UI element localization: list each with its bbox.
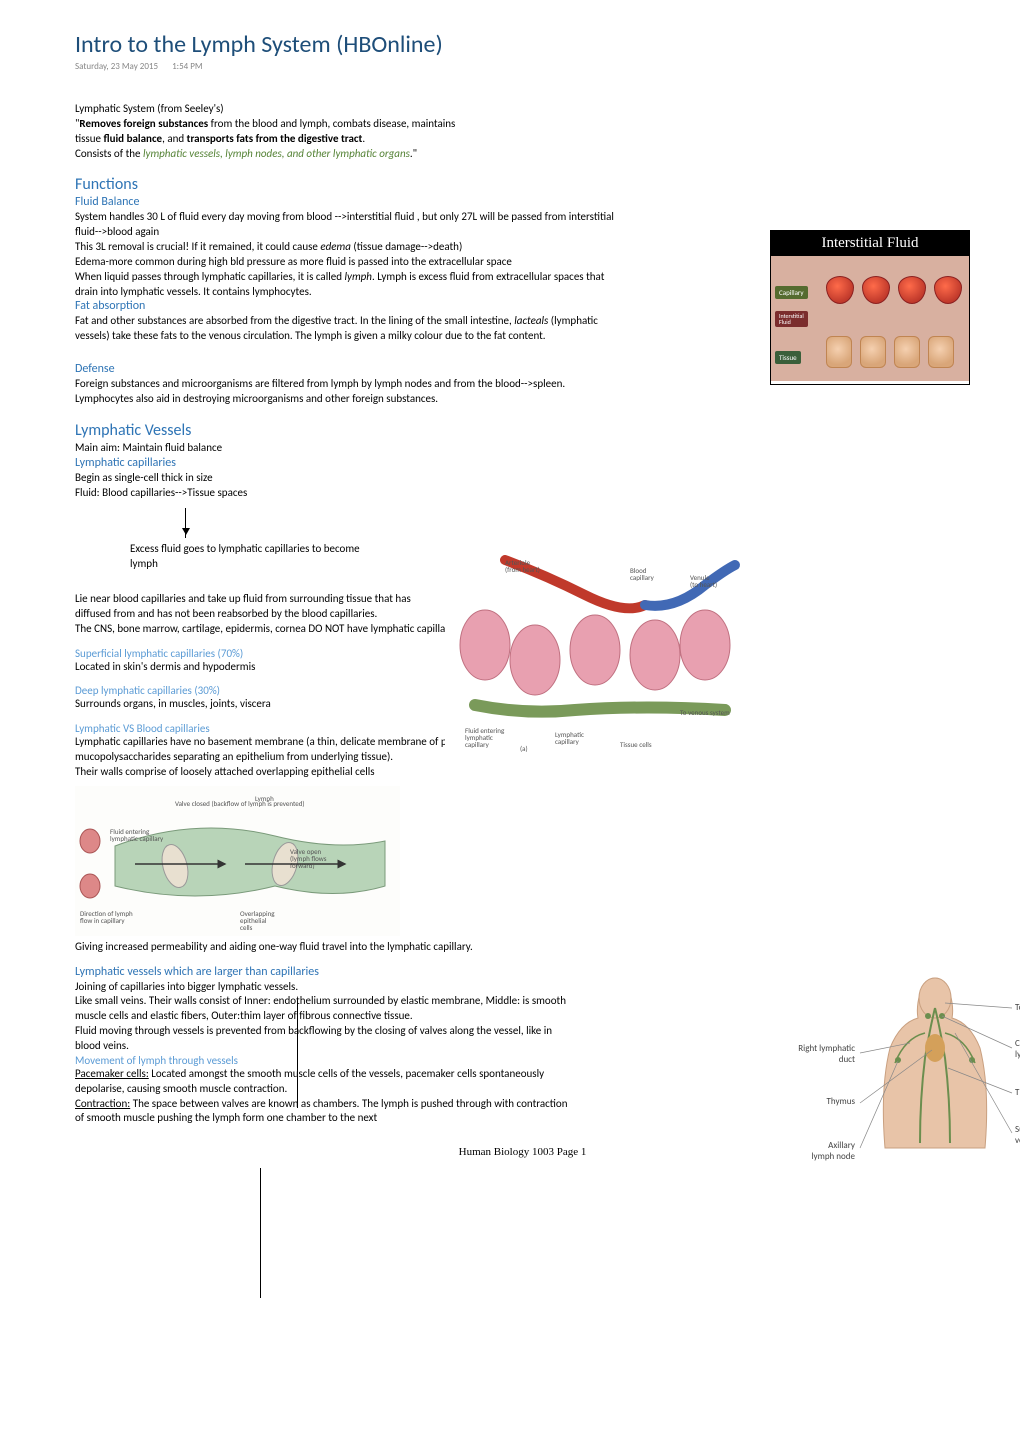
larger-heading: Lymphatic vessels which are larger than …	[75, 965, 615, 979]
svg-text:Tissue cells: Tissue cells	[620, 740, 652, 749]
movement-heading: Movement of lymph through vessels	[75, 1054, 615, 1067]
vs-p2: Their walls comprise of loosely attached…	[75, 765, 615, 780]
capillaries-p1: Begin as single-cell thick in size	[75, 471, 615, 486]
movement-p1: Pacemaker cells: Located amongst the smo…	[75, 1067, 575, 1097]
vs-p3: Giving increased permeability and aiding…	[75, 940, 515, 955]
svg-text:(to heart): (to heart)	[690, 580, 717, 589]
valve-diagram-image: Valve closed (backflow of lymph is preve…	[75, 786, 400, 936]
svg-text:To venous system: To venous system	[680, 708, 730, 717]
fluid-balance-p2: This 3L removal is crucial! If it remain…	[75, 240, 615, 255]
svg-text:forward): forward)	[290, 861, 315, 870]
intro-line3: tissue fluid balance, and transports fat…	[75, 132, 615, 147]
arrow-down-icon	[185, 508, 186, 538]
capillary-label: Capillary	[775, 286, 808, 299]
larger-p2: Like small veins. Their walls consist of…	[75, 994, 575, 1024]
capillaries-p2: Fluid: Blood capillaries-->Tissue spaces	[75, 486, 615, 501]
svg-text:Valve closed (backflow of lymp: Valve closed (backflow of lymph is preve…	[175, 799, 305, 808]
svg-text:(from heart): (from heart)	[505, 565, 540, 574]
anatomy-label: Axillarylymph node	[780, 1140, 855, 1162]
fat-absorption-p1: Fat and other substances are absorbed fr…	[75, 314, 615, 344]
fat-absorption-heading: Fat absorption	[75, 299, 615, 313]
svg-text:Lymph: Lymph	[255, 794, 274, 803]
connector-line-icon	[297, 1000, 298, 1108]
svg-text:(a): (a)	[520, 744, 528, 753]
defense-p1: Foreign substances and microorganisms ar…	[75, 377, 615, 407]
anatomy-label: Thoracic duct	[1015, 1087, 1020, 1098]
svg-text:flow in capillary: flow in capillary	[80, 916, 125, 925]
date: Saturday, 23 May 2015	[75, 61, 158, 72]
capillaries-p3: Lie near blood capillaries and take up f…	[75, 592, 435, 622]
intro-line4: Consists of the lymphatic vessels, lymph…	[75, 147, 615, 162]
fluid-balance-p1: System handles 30 L of fluid every day m…	[75, 210, 615, 240]
tissue-label: Tissue	[775, 351, 801, 364]
larger-p3: Fluid moving through vessels is prevente…	[75, 1024, 575, 1054]
functions-heading: Functions	[75, 175, 615, 194]
svg-text:capillary: capillary	[555, 737, 580, 746]
svg-text:capillary: capillary	[465, 740, 490, 749]
anatomy-label: Thymus	[780, 1096, 855, 1107]
capillaries-heading: Lymphatic capillaries	[75, 456, 615, 470]
svg-text:cells: cells	[240, 923, 253, 932]
intro-line2: "Removes foreign substances from the blo…	[75, 117, 615, 132]
interstitial-title: Interstitial Fluid	[771, 231, 969, 256]
interstitial-fluid-image: Interstitial Fluid Capillary Interstitia…	[770, 230, 970, 385]
anatomy-diagram-image: Right lymphaticduct Thymus Axillarylymph…	[790, 968, 1020, 1168]
time: 1:54 PM	[172, 61, 202, 72]
fluid-balance-p4: When liquid passes through lymphatic cap…	[75, 270, 615, 300]
anatomy-label: Right lymphaticduct	[780, 1043, 855, 1065]
excess-text: Excess fluid goes to lymphatic capillari…	[130, 542, 360, 572]
fluid-balance-p3: Edema-more common during high bld pressu…	[75, 255, 615, 270]
anatomy-label: Tonsils	[1015, 1002, 1020, 1013]
page-title: Intro to the Lymph System (HBOnline)	[75, 30, 970, 59]
anatomy-label: Cervicallymph node	[1015, 1038, 1020, 1060]
fluid-balance-heading: Fluid Balance	[75, 195, 615, 209]
defense-heading: Defense	[75, 362, 615, 376]
vessels-heading: Lymphatic Vessels	[75, 421, 615, 440]
vessels-aim: Main aim: Maintain fluid balance	[75, 441, 615, 456]
svg-text:lymphatic capillary: lymphatic capillary	[110, 834, 164, 843]
capillary-diagram-image: Arteriole (from heart) Blood capillary V…	[445, 555, 745, 755]
larger-p1: Joining of capillaries into bigger lymph…	[75, 980, 615, 995]
date-line: Saturday, 23 May 2015 1:54 PM	[75, 61, 970, 72]
interstitial-label: InterstitialFluid	[775, 311, 808, 327]
svg-text:capillary: capillary	[630, 573, 655, 582]
movement-p2: Contraction: The space between valves ar…	[75, 1097, 575, 1127]
anatomy-label: Subclavianveins	[1015, 1124, 1020, 1146]
intro-line1: Lymphatic System (from Seeley's)	[75, 102, 615, 117]
connector-line-icon	[260, 1168, 261, 1298]
